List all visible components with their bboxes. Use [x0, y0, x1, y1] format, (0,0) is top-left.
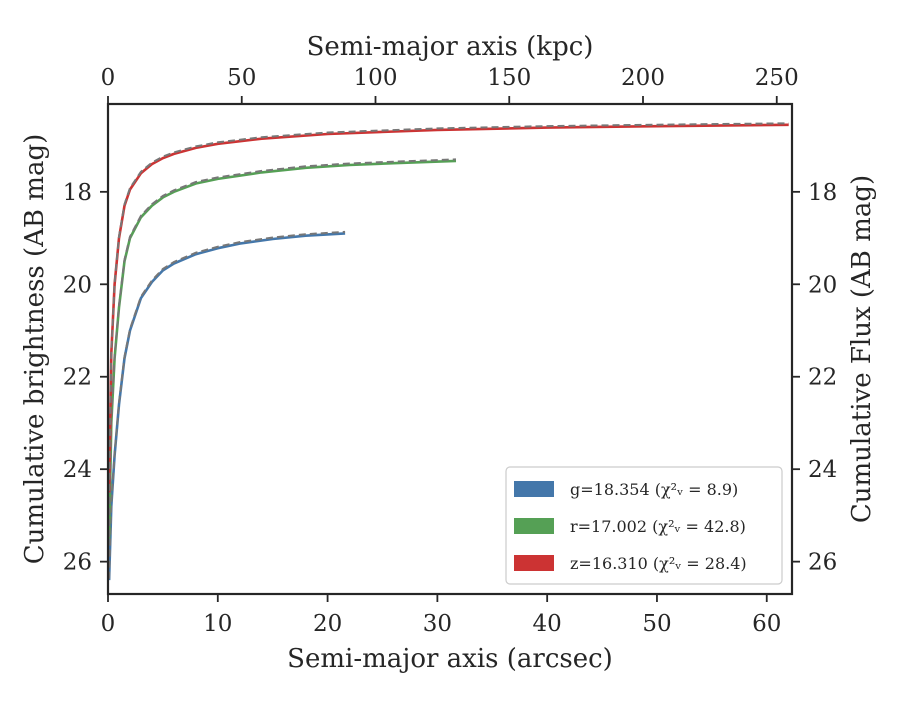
y2-tick-label: 20 — [808, 272, 837, 298]
legend-label-z: z=16.310 (χ²ᵥ = 28.4) — [570, 554, 747, 573]
series-layer — [108, 122, 789, 581]
x-tick-label: 30 — [423, 611, 452, 637]
x-tick-label: 20 — [313, 611, 342, 637]
y-tick-label: 24 — [63, 457, 92, 483]
y-tick-label: 26 — [63, 550, 92, 576]
y-tick-label: 22 — [63, 365, 92, 391]
ticks-layer: 0 10 20 30 40 50 60 0 50 100 150 200 250 18 20 22 24 26 18… — [63, 65, 838, 637]
x2-tick-label: 200 — [621, 65, 665, 91]
x-tick-label: 0 — [101, 611, 116, 637]
legend-swatch-g — [514, 481, 554, 497]
model-line-r — [108, 158, 457, 538]
x2-tick-label: 50 — [227, 65, 256, 91]
x-tick-label: 40 — [533, 611, 562, 637]
series-line-g — [108, 232, 346, 581]
legend-label-g: g=18.354 (χ²ᵥ = 8.9) — [570, 480, 738, 499]
y-tick-label: 18 — [63, 180, 92, 206]
x2-tick-label: 150 — [487, 65, 531, 91]
y-axis-title: Cumulative brightness (AB mag) — [20, 134, 50, 565]
legend-swatch-z — [514, 555, 554, 571]
x-tick-label: 60 — [752, 611, 781, 637]
plot-frame — [106, 102, 794, 596]
x-axis-title: Semi-major axis (arcsec) — [287, 644, 613, 674]
y2-tick-label: 22 — [808, 365, 837, 391]
x2-tick-label: 250 — [755, 65, 799, 91]
legend-label-r: r=17.002 (χ²ᵥ = 42.8) — [570, 517, 746, 536]
y-tick-label: 20 — [63, 272, 92, 298]
x-tick-label: 50 — [642, 611, 671, 637]
legend-box — [505, 466, 783, 585]
model-line-g — [108, 230, 346, 579]
x2-axis-title: Semi-major axis (kpc) — [307, 32, 594, 62]
model-line-z — [108, 122, 789, 491]
y2-tick-label: 18 — [808, 180, 837, 206]
legend: g=18.354 (χ²ᵥ = 8.9) r=17.002 (χ²ᵥ = 42.8… — [505, 466, 783, 585]
x2-tick-label: 100 — [354, 65, 398, 91]
legend-swatch-r — [514, 518, 554, 534]
series-line-r — [108, 159, 457, 539]
x-tick-label: 10 — [203, 611, 232, 637]
y2-axis-title: Cumulative Flux (AB mag) — [847, 175, 877, 523]
x2-tick-label: 0 — [101, 65, 116, 91]
y2-tick-label: 26 — [808, 550, 837, 576]
y2-tick-label: 24 — [808, 457, 837, 483]
